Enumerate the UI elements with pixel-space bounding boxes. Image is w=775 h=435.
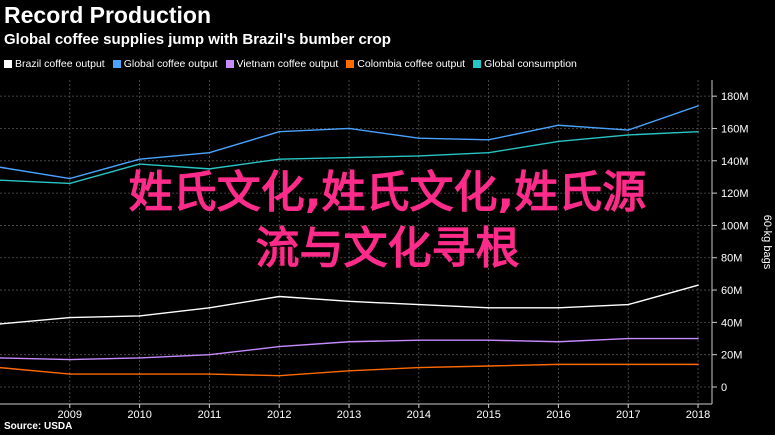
data-point xyxy=(278,345,281,348)
overlay-line-2: 流与文化寻根 xyxy=(255,223,520,274)
data-point xyxy=(418,303,420,306)
legend-label-vietnam: Vietnam coffee output xyxy=(236,58,339,70)
legend-item-brazil: Brazil coffee output xyxy=(4,58,105,70)
legend-swatch-vietnam xyxy=(225,60,234,68)
data-point xyxy=(557,124,560,127)
data-point xyxy=(278,374,281,377)
overlay-watermark-text: 姓氏文化,姓氏文化,姓氏源 流与文化寻根 xyxy=(0,165,775,277)
data-point xyxy=(0,366,1,369)
x-tick-label: 2018 xyxy=(686,409,710,421)
data-point xyxy=(627,129,630,131)
x-tick-label: 2013 xyxy=(337,409,361,421)
data-point xyxy=(208,373,211,375)
y-tick-label: 0 xyxy=(721,382,727,394)
y-tick-label: 40M xyxy=(721,317,742,329)
data-point xyxy=(138,357,141,359)
data-point xyxy=(557,307,560,309)
chart-legend: Brazil coffee output Global coffee outpu… xyxy=(4,58,577,70)
data-point xyxy=(697,130,699,133)
chart-title: Record Production xyxy=(4,2,212,28)
data-point xyxy=(138,158,141,160)
data-point xyxy=(208,353,211,356)
legend-label-brazil: Brazil coffee output xyxy=(15,58,105,70)
legend-item-vietnam: Vietnam coffee output xyxy=(225,58,339,70)
data-point xyxy=(627,337,630,340)
source-note: Source: USDA xyxy=(4,421,73,432)
y-tick-label: 180M xyxy=(721,91,749,103)
data-point xyxy=(138,373,141,375)
data-point xyxy=(627,303,630,306)
legend-swatch-colombia xyxy=(346,60,355,68)
data-point xyxy=(348,300,350,303)
x-tick-label: 2010 xyxy=(127,409,151,421)
legend-label-global-consumption: Global consumption xyxy=(484,58,577,70)
data-point xyxy=(557,363,560,366)
data-point xyxy=(418,366,420,369)
data-point xyxy=(418,137,420,139)
data-point xyxy=(697,363,699,366)
data-point xyxy=(278,130,281,133)
legend-swatch-global-consumption xyxy=(473,60,482,68)
x-tick-label: 2017 xyxy=(616,409,640,421)
data-point xyxy=(208,168,211,170)
data-point xyxy=(0,323,1,325)
data-point xyxy=(697,284,699,287)
data-point xyxy=(278,158,281,160)
legend-swatch-brazil xyxy=(4,60,12,68)
data-point xyxy=(487,151,490,154)
legend-item-colombia: Colombia coffee output xyxy=(346,58,465,70)
y-tick-label: 80M xyxy=(721,253,742,265)
data-point xyxy=(418,155,420,157)
x-tick-label: 2011 xyxy=(198,409,222,421)
data-point xyxy=(557,140,560,143)
y-tick-label: 20M xyxy=(721,350,742,362)
x-tick-label: 2016 xyxy=(546,409,570,421)
y-axis-label: 60-kg bags xyxy=(761,215,773,270)
data-point xyxy=(0,357,1,359)
legend-item-global-consumption: Global consumption xyxy=(473,58,577,70)
data-point xyxy=(208,307,211,309)
data-point xyxy=(348,127,350,130)
x-tick-label: 2015 xyxy=(476,409,500,421)
y-tick-label: 160M xyxy=(721,123,749,135)
legend-label-global-output: Global coffee output xyxy=(123,58,218,70)
data-point xyxy=(348,340,350,343)
data-point xyxy=(487,307,490,309)
chart-subtitle: Global coffee supplies jump with Brazil'… xyxy=(4,31,391,48)
y-tick-label: 140M xyxy=(721,156,749,168)
data-point xyxy=(0,179,1,181)
data-point xyxy=(348,156,350,159)
data-point xyxy=(487,365,490,367)
x-tick-label: 2012 xyxy=(267,409,291,421)
data-point xyxy=(69,358,71,361)
data-point xyxy=(697,105,699,107)
data-point xyxy=(627,363,630,366)
data-point xyxy=(418,339,420,341)
data-point xyxy=(138,163,141,165)
x-tick-label: 2009 xyxy=(58,409,82,421)
y-tick-label: 120M xyxy=(721,188,749,200)
x-tick-label: 2014 xyxy=(407,409,431,421)
legend-item-global-output: Global coffee output xyxy=(112,58,218,70)
y-tick-label: 60M xyxy=(721,285,742,297)
data-point xyxy=(208,151,211,154)
data-point xyxy=(627,134,630,136)
data-point xyxy=(557,340,560,343)
y-tick-label: 100M xyxy=(721,220,749,232)
data-point xyxy=(69,316,71,319)
data-point xyxy=(348,370,350,372)
legend-swatch-global-output xyxy=(112,60,121,68)
data-point xyxy=(487,138,490,141)
legend-label-colombia: Colombia coffee output xyxy=(357,58,466,70)
data-point xyxy=(487,339,490,341)
data-point xyxy=(69,182,71,185)
overlay-line-1: 姓氏文化,姓氏文化,姓氏源 xyxy=(128,167,647,218)
data-point xyxy=(69,373,71,375)
data-point xyxy=(278,295,281,298)
data-point xyxy=(69,177,71,180)
data-point xyxy=(697,337,699,340)
data-point xyxy=(0,166,1,169)
data-point xyxy=(138,315,141,317)
